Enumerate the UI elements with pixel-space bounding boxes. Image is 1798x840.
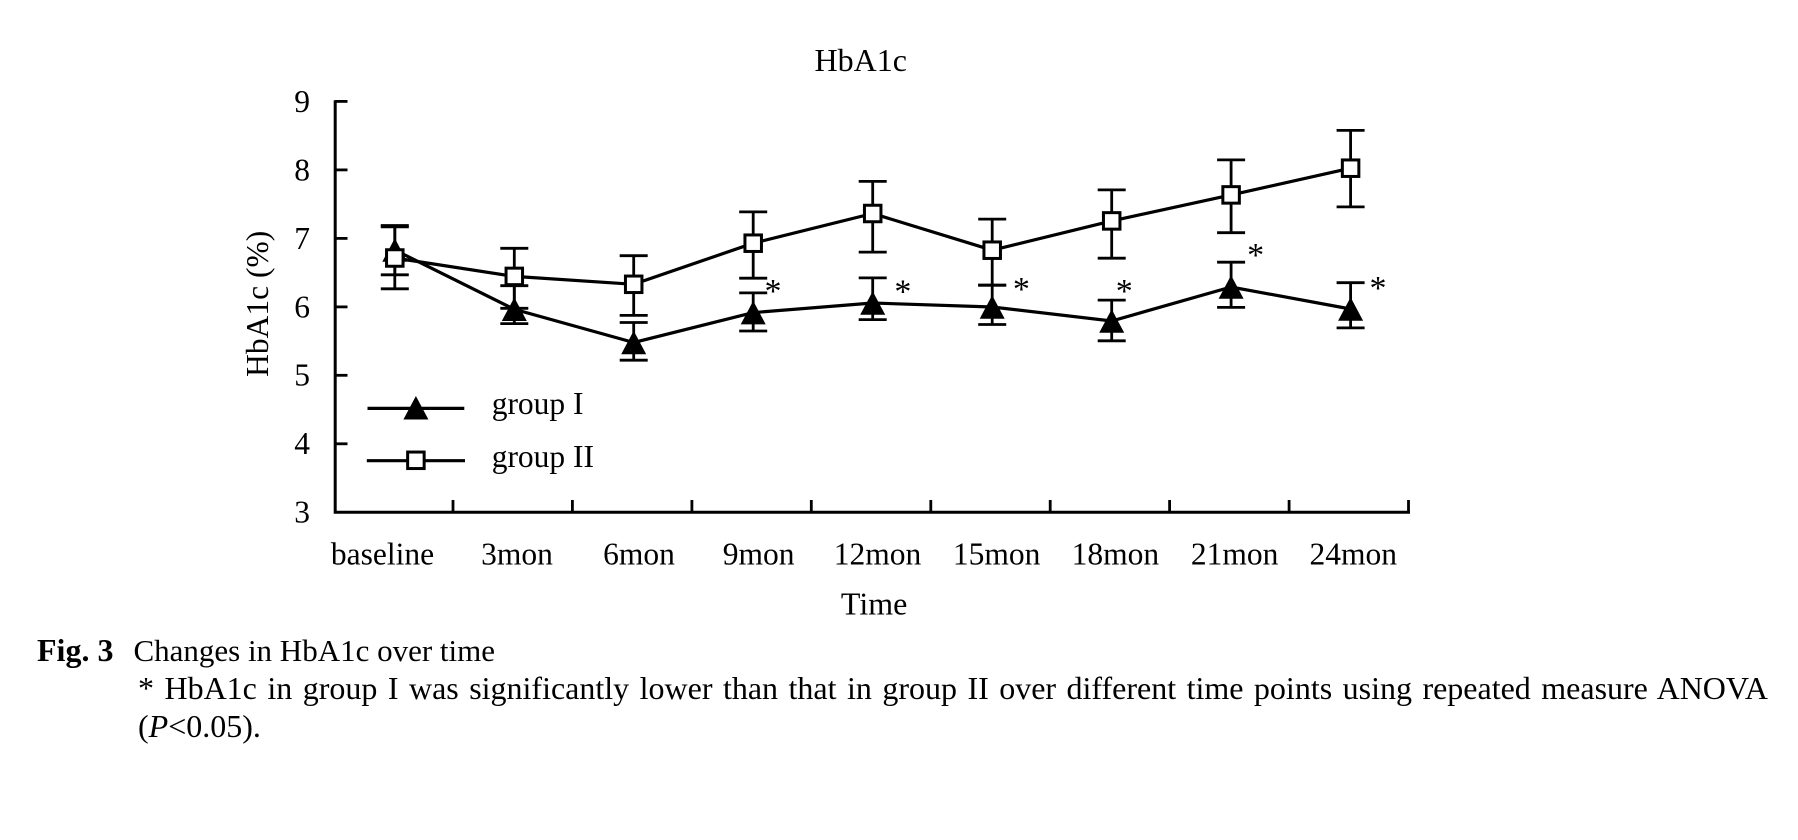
svg-text:15mon: 15mon [953, 536, 1041, 571]
svg-text:HbA1c (%): HbA1c (%) [240, 231, 275, 377]
svg-text:6mon: 6mon [603, 536, 675, 571]
svg-text:12mon: 12mon [834, 536, 922, 571]
svg-text:21mon: 21mon [1191, 536, 1279, 571]
svg-text:8: 8 [294, 152, 310, 187]
svg-text:*: * [1370, 270, 1387, 307]
svg-text:*: * [765, 273, 782, 310]
svg-text:6: 6 [294, 289, 310, 324]
svg-text:group I: group I [492, 386, 584, 421]
svg-text:baseline: baseline [331, 536, 434, 571]
svg-text:24mon: 24mon [1310, 536, 1398, 571]
svg-text:18mon: 18mon [1072, 536, 1160, 571]
svg-text:9mon: 9mon [723, 536, 795, 571]
svg-text:*: * [894, 274, 911, 311]
svg-text:3: 3 [294, 495, 310, 530]
svg-text:group II: group II [492, 439, 594, 474]
svg-text:HbA1c: HbA1c [814, 42, 906, 78]
svg-text:9: 9 [294, 84, 310, 119]
svg-text:*: * [1116, 273, 1133, 310]
svg-text:*: * [1247, 237, 1264, 274]
svg-text:3mon: 3mon [481, 536, 553, 571]
svg-text:7: 7 [294, 221, 310, 256]
svg-text:4: 4 [294, 426, 310, 461]
svg-text:*: * [1013, 271, 1030, 308]
svg-text:5: 5 [294, 358, 310, 393]
svg-text:Time: Time [841, 585, 907, 621]
